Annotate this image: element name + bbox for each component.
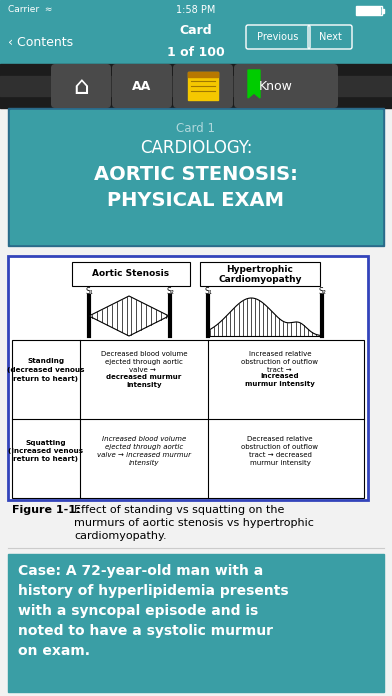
Text: Know: Know xyxy=(259,81,293,93)
Text: ‹ Contents: ‹ Contents xyxy=(8,35,73,49)
Bar xyxy=(0,20,392,64)
Bar xyxy=(8,256,368,500)
Text: Hypertrophic: Hypertrophic xyxy=(227,264,294,274)
Text: Decreased relative
obstruction of outflow
tract → decreased
murmur intensity: Decreased relative obstruction of outflo… xyxy=(241,436,318,466)
Text: S₂: S₂ xyxy=(166,287,174,296)
Text: Cardiomyopathy: Cardiomyopathy xyxy=(218,274,302,283)
Bar xyxy=(382,8,384,13)
Text: ⌂: ⌂ xyxy=(73,75,89,99)
Bar xyxy=(8,108,384,246)
Text: Aortic Stenosis: Aortic Stenosis xyxy=(93,269,170,278)
Bar xyxy=(357,7,380,14)
Polygon shape xyxy=(248,70,260,98)
Text: Case: A 72-year-old man with a
history of hyperlipidemia presents
with a syncopa: Case: A 72-year-old man with a history o… xyxy=(18,564,289,658)
Text: Squatting
(increased venous
return to heart): Squatting (increased venous return to he… xyxy=(9,439,83,463)
Bar xyxy=(0,64,392,108)
Text: Effect of standing vs squatting on the
murmurs of aortic stenosis vs hypertrophi: Effect of standing vs squatting on the m… xyxy=(74,505,314,541)
Text: 1 of 100: 1 of 100 xyxy=(167,45,225,58)
Bar xyxy=(188,72,218,77)
Bar xyxy=(188,72,218,100)
Text: Figure 1-1:: Figure 1-1: xyxy=(12,505,80,515)
Bar xyxy=(72,262,190,286)
Text: S₂: S₂ xyxy=(318,287,326,296)
Bar xyxy=(0,0,392,20)
Bar xyxy=(0,248,392,256)
Text: Next: Next xyxy=(319,32,341,42)
Text: S₁: S₁ xyxy=(85,287,93,296)
Text: S₁: S₁ xyxy=(204,287,212,296)
Bar xyxy=(10,110,382,244)
Bar xyxy=(200,262,320,286)
Text: Decreased blood volume
ejected through aortic
valve →: Decreased blood volume ejected through a… xyxy=(101,351,187,373)
Text: decreased murmur
intensity: decreased murmur intensity xyxy=(106,374,181,388)
Text: 1:58 PM: 1:58 PM xyxy=(176,5,216,15)
FancyBboxPatch shape xyxy=(112,64,172,108)
Text: Standing
(decreased venous
return to heart): Standing (decreased venous return to hea… xyxy=(7,358,85,381)
Text: Carrier  ≈: Carrier ≈ xyxy=(8,6,53,15)
Bar xyxy=(356,6,382,15)
Text: Increased blood volume
ejected through aortic
valve → increased murmur
intensity: Increased blood volume ejected through a… xyxy=(97,436,191,466)
Text: CARDIOLOGY:: CARDIOLOGY: xyxy=(140,139,252,157)
FancyBboxPatch shape xyxy=(234,64,338,108)
Text: Card: Card xyxy=(180,24,212,38)
Text: Card 1: Card 1 xyxy=(176,122,216,134)
Text: increased
murmur intensity: increased murmur intensity xyxy=(245,373,315,387)
Text: AORTIC STENOSIS:: AORTIC STENOSIS: xyxy=(94,164,298,184)
FancyBboxPatch shape xyxy=(51,64,111,108)
Polygon shape xyxy=(89,296,169,336)
Bar xyxy=(0,76,392,96)
Bar xyxy=(8,554,384,692)
Text: Increased relative
obstruction of outflow
tract →: Increased relative obstruction of outflo… xyxy=(241,351,318,373)
Bar xyxy=(12,340,364,498)
Text: PHYSICAL EXAM: PHYSICAL EXAM xyxy=(107,191,285,209)
FancyBboxPatch shape xyxy=(173,64,233,108)
Text: Previous: Previous xyxy=(257,32,299,42)
Text: AA: AA xyxy=(132,81,152,93)
